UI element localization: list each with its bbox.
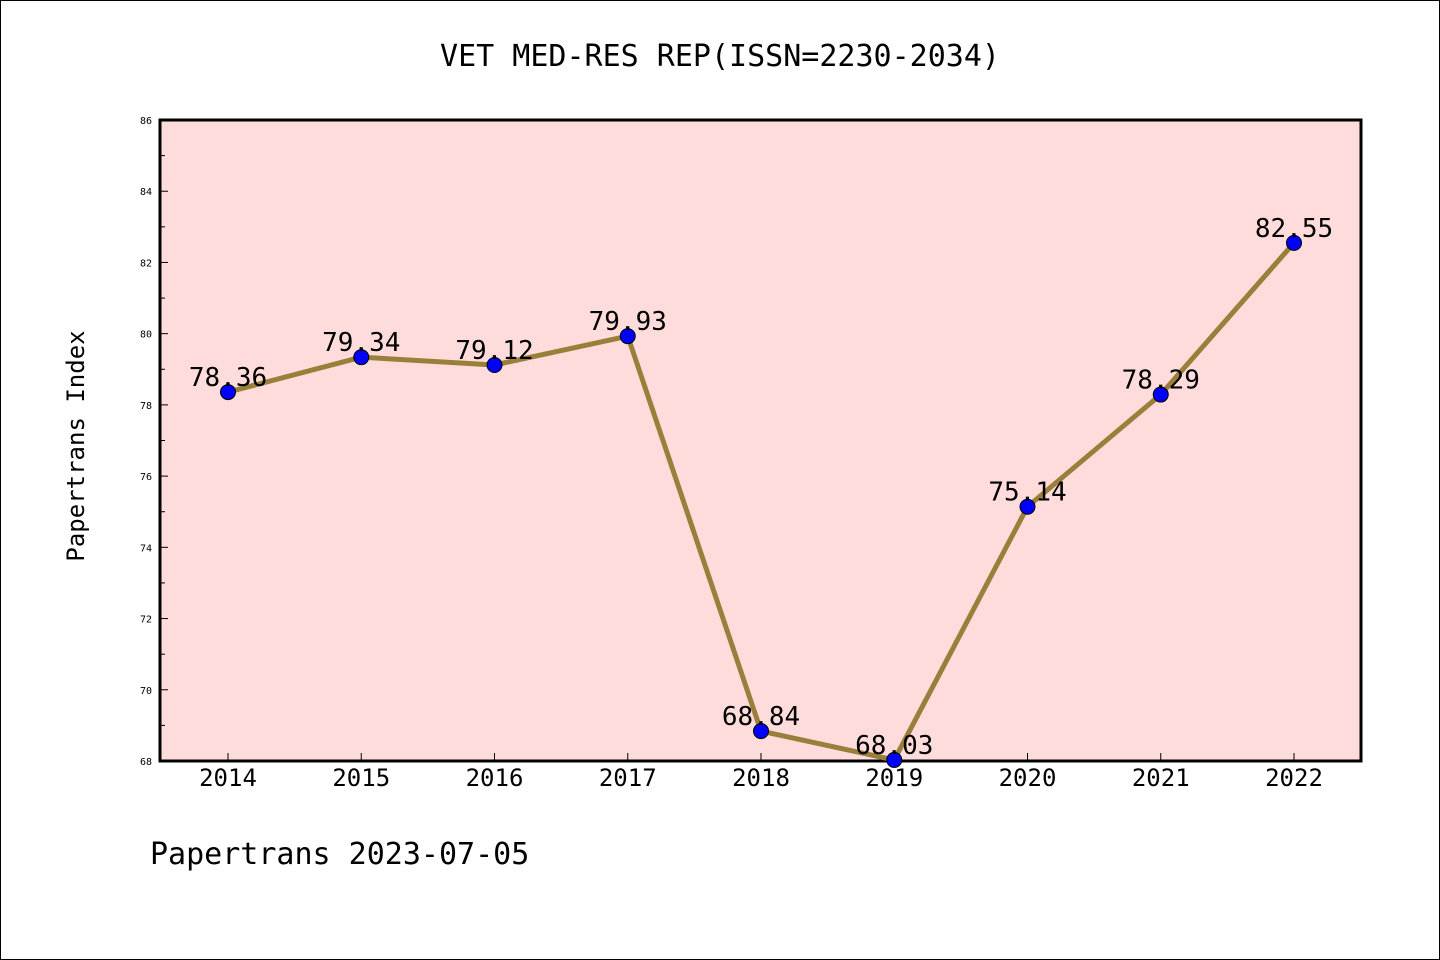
data-label: 68.03 (855, 731, 933, 761)
data-point (353, 349, 370, 366)
data-labels: 78.36 79.34 79.12 79.93 68.84 68.03 75.14 78.29… (189, 214, 1333, 761)
data-label: 82.55 (1255, 214, 1333, 244)
x-tick-label: 2016 (466, 764, 524, 792)
y-tick-label: 80 (140, 330, 152, 341)
y-axis: 68 70 72 74 76 78 80 82 84 86 (140, 116, 168, 768)
data-label: 75.14 (988, 478, 1066, 508)
y-tick-label: 84 (140, 187, 152, 198)
data-label: 68.84 (722, 702, 800, 732)
y-axis-title: Papertrans Index (62, 330, 90, 561)
data-label: 78.36 (189, 363, 267, 393)
x-tick-label: 2020 (999, 764, 1057, 792)
y-tick-label: 72 (140, 615, 152, 626)
data-label: 79.93 (589, 307, 667, 337)
x-tick-label: 2014 (199, 764, 257, 792)
x-tick-label: 2021 (1132, 764, 1190, 792)
y-tick-label: 82 (140, 258, 152, 269)
plot-area (158, 118, 1363, 763)
data-point (1152, 386, 1169, 403)
chart-title: VET MED-RES REP(ISSN=2230-2034) (440, 39, 1000, 74)
y-tick-label: 76 (140, 472, 152, 483)
y-tick-label: 78 (140, 401, 152, 412)
series-layer (220, 234, 1302, 768)
x-tick-label: 2022 (1265, 764, 1323, 792)
data-point (1019, 498, 1036, 515)
y-tick-label: 74 (140, 543, 152, 554)
data-point (619, 328, 636, 345)
x-axis: 2014 2015 2016 2017 2018 2019 2020 2021 2022 (199, 753, 1323, 792)
data-point (753, 723, 769, 740)
data-label: 78.29 (1122, 366, 1200, 396)
y-tick-label: 70 (140, 686, 152, 697)
data-point (886, 751, 903, 768)
data-label: 79.34 (322, 328, 400, 358)
footer-text: Papertrans 2023-07-05 (150, 837, 529, 872)
x-tick-label: 2017 (599, 764, 657, 792)
x-tick-label: 2015 (332, 764, 390, 792)
x-tick-label: 2018 (732, 764, 790, 792)
y-tick-label: 86 (140, 116, 152, 127)
y-tick-label: 68 (140, 757, 152, 768)
data-point (1286, 234, 1302, 251)
data-label: 79.12 (455, 336, 533, 366)
data-point (486, 357, 503, 374)
x-tick-label: 2019 (865, 764, 923, 792)
data-point (220, 384, 236, 401)
